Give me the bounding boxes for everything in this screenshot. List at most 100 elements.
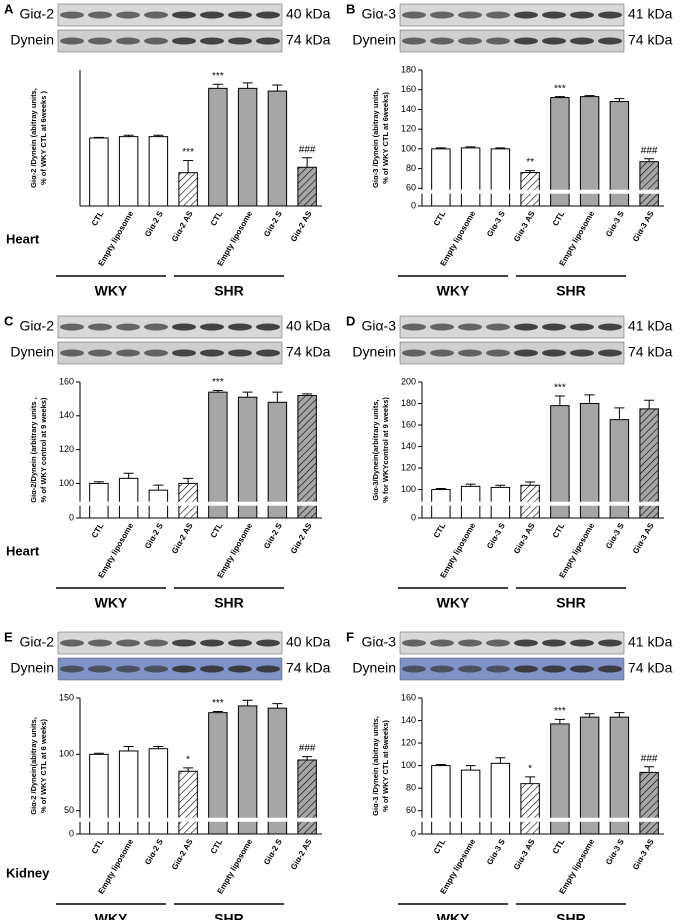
y-tick-label: 100 [59, 478, 74, 488]
x-tick-label: Giα-2 S [143, 837, 165, 866]
blot-band [598, 323, 622, 331]
blot-kda: 40 kDa [286, 318, 331, 334]
error-bar [183, 767, 194, 772]
blot [57, 3, 283, 27]
error-bar [525, 170, 536, 173]
x-tick-label: Giα-3 S [485, 209, 507, 238]
blot-band [116, 323, 140, 331]
blot-band [542, 323, 566, 331]
x-tick-label: Giα-3 AS [631, 209, 656, 243]
significance: *** [212, 698, 224, 709]
blot-band [172, 37, 196, 45]
bar-hatch [178, 483, 198, 518]
x-tick-label: Giα-3 AS [512, 521, 537, 555]
group-label: SHR [556, 283, 586, 299]
error-bar [465, 146, 476, 148]
group-label: WKY [95, 283, 128, 299]
y-tick-label: 140 [401, 715, 416, 725]
y-tick-label: 160 [59, 376, 74, 386]
blot-band [542, 349, 566, 357]
panel-letter: A [4, 1, 14, 16]
blot-label: Giα-3 [361, 6, 396, 22]
bar [89, 753, 109, 835]
bar [118, 136, 139, 207]
y-tick-label: 140 [401, 441, 416, 451]
blot-band [60, 37, 84, 45]
y-axis-label: % of WKY CTL at 6weeks) [381, 92, 390, 184]
blot [399, 29, 625, 53]
blot-label: Dynein [352, 32, 396, 48]
x-tick-label: Giα-3 S [604, 837, 626, 866]
error-bar [242, 699, 253, 706]
bar [550, 405, 570, 519]
blot-band [200, 323, 224, 331]
y-tick-label: 0 [411, 828, 416, 838]
x-tick-label: CTL [209, 837, 225, 855]
bar [550, 723, 570, 835]
panel: D Giα-3 41 kDa Dynein 74 kDa 0 100 120 140 160 180… [346, 313, 673, 610]
blot-band [60, 11, 84, 19]
y-axis-label: Giα-2 /Dynein(abitray units, [29, 717, 38, 815]
y-axis-label: Giα-3/Dynein(arbitrary units, [371, 399, 380, 500]
blot-band [514, 11, 538, 19]
error-bar [212, 389, 223, 393]
error-bar [153, 745, 164, 749]
bar [609, 716, 630, 835]
blot-label: Dynein [10, 32, 54, 48]
blot-label: Giα-2 [19, 634, 54, 650]
y-tick-label: 0 [411, 512, 416, 522]
y-axis-label: Giα-3 /Dynein (abitray units, [371, 716, 380, 816]
blot-band [60, 665, 84, 673]
error-bar [435, 147, 446, 149]
group-label: WKY [95, 595, 128, 611]
tissue-label: Kidney [6, 865, 50, 880]
blot-band [570, 323, 594, 331]
error-bar [465, 765, 476, 771]
x-tick-label: Giα-2 S [262, 209, 284, 238]
blot-band [514, 665, 538, 673]
error-bar [242, 82, 253, 89]
blot-band [144, 323, 168, 331]
blot-band [200, 37, 224, 45]
bar [89, 482, 109, 519]
blot-band [172, 323, 196, 331]
axis-break [418, 501, 664, 506]
error-bar [495, 147, 506, 149]
x-tick-label: Giα-3 S [604, 209, 626, 238]
blot-kda: 74 kDa [286, 344, 331, 360]
bar [460, 769, 481, 835]
error-bar [183, 477, 194, 484]
panel-letter: B [346, 1, 355, 16]
error-bar [302, 756, 313, 760]
x-tick-label: Giα-3 AS [631, 837, 656, 871]
error-bar [614, 712, 625, 718]
panel: E Giα-2 40 kDa Dynein 74 kDa 0 50 100 150 Giα-2 /… [4, 629, 331, 920]
error-bar [584, 713, 595, 718]
y-tick-label: 120 [401, 737, 416, 747]
group-label: WKY [95, 911, 128, 920]
bar [431, 765, 451, 835]
x-tick-label: CTL [432, 209, 448, 227]
error-bar [93, 481, 104, 484]
x-tick-label: CTL [90, 837, 106, 855]
y-tick-label: 0 [411, 200, 416, 210]
panel: C Giα-2 40 kDa Dynein 74 kDa 0 100 120 140 160 Giα… [4, 313, 331, 610]
bar [579, 716, 600, 835]
blot [57, 341, 283, 365]
x-tick-label: CTL [209, 209, 225, 227]
blot-band [228, 665, 252, 673]
y-axis-label: % of WKY CTL at 6 weeks) [39, 719, 48, 813]
blot-band [542, 37, 566, 45]
blot-band [228, 11, 252, 19]
bar [267, 90, 288, 207]
blot-band [542, 639, 566, 647]
error-bar [153, 134, 164, 137]
y-tick-label: 100 [401, 484, 416, 494]
x-tick-label: Giα-2 AS [289, 521, 314, 555]
panel-letter: D [346, 313, 355, 328]
error-bar [435, 763, 446, 766]
error-bar [614, 407, 625, 420]
significance: *** [182, 147, 194, 158]
blot-band [256, 37, 280, 45]
error-bar [614, 98, 625, 102]
